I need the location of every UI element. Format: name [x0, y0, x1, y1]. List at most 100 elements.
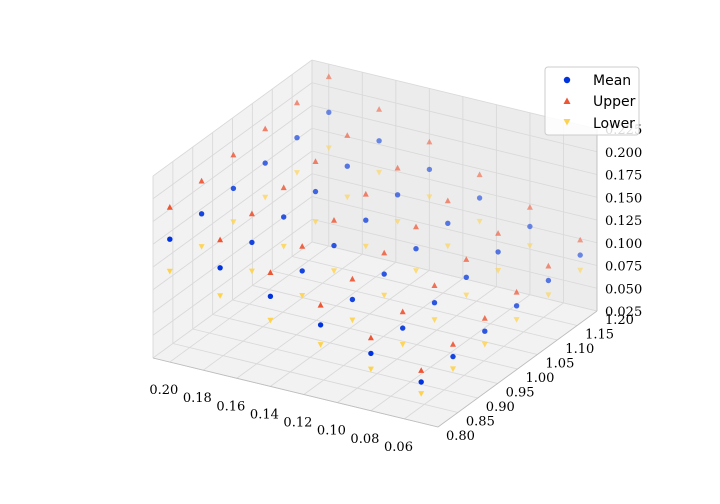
point-upper — [344, 132, 351, 138]
point-lower — [513, 317, 520, 323]
point-mean — [198, 211, 205, 217]
point-mean — [545, 277, 552, 284]
grid-line-z-left — [152, 241, 313, 359]
point-mean — [577, 252, 583, 258]
grid-line-z-back — [311, 127, 598, 198]
point-mean — [326, 109, 332, 116]
y-tick-label: 0.85 — [466, 415, 495, 430]
grid-line-z-back — [311, 241, 598, 312]
grid-line-z-back — [311, 105, 598, 175]
point-upper — [367, 334, 374, 341]
point-lower — [463, 292, 470, 299]
point-lower — [399, 341, 406, 348]
point-upper — [426, 138, 433, 145]
point-upper — [376, 106, 383, 112]
grid-line-z-left — [152, 105, 313, 222]
point-upper — [198, 177, 205, 184]
x-tick-label: 0.10 — [317, 424, 346, 439]
legend-label-mean: Mean — [593, 73, 631, 89]
z-tick-label: 0.200 — [605, 146, 642, 161]
point-lower — [431, 317, 438, 323]
point-mean — [426, 166, 433, 173]
z-tick-label: 0.150 — [605, 191, 642, 206]
legend-marker-upper — [563, 97, 571, 104]
grid-line-z-back — [311, 150, 598, 221]
point-upper — [399, 308, 406, 315]
point-lower — [376, 169, 383, 176]
legend: Mean Upper Lower — [544, 66, 640, 136]
point-mean — [363, 217, 369, 223]
point-upper — [248, 210, 255, 217]
point-lower — [325, 145, 332, 152]
point-mean — [495, 249, 501, 255]
legend-marker-lower — [563, 119, 571, 126]
x-tick-label: 0.14 — [250, 407, 279, 422]
point-mean — [482, 328, 488, 334]
grid-line-y-floor — [192, 328, 478, 399]
point-upper — [325, 73, 332, 80]
z-tick-label: 0.050 — [605, 282, 642, 297]
point-mean — [230, 185, 237, 192]
grid-line-z-back — [311, 196, 598, 266]
point-mean — [463, 274, 469, 280]
point-upper — [299, 243, 306, 249]
point-upper — [476, 171, 483, 178]
point-lower — [230, 219, 237, 226]
x-tick-label: 0.18 — [183, 391, 212, 406]
point-lower — [367, 366, 374, 373]
grid-line-z-left — [152, 150, 313, 268]
z-tick-label: 0.125 — [605, 214, 642, 229]
point-lower — [344, 194, 351, 201]
point-lower — [317, 342, 324, 348]
grid-line-y-floor — [252, 285, 538, 355]
point-upper — [463, 256, 470, 262]
point-lower — [577, 267, 584, 274]
grid-line-z-back — [311, 218, 598, 289]
point-upper — [513, 288, 520, 295]
legend-label-upper: Upper — [593, 94, 636, 110]
point-upper — [317, 301, 324, 308]
point-mean — [381, 271, 387, 277]
point-mean — [450, 353, 456, 360]
point-lower — [299, 293, 306, 299]
point-lower — [450, 366, 456, 373]
y-tick-label: 0.90 — [486, 400, 515, 415]
point-lower — [248, 268, 255, 275]
grid-line-y-floor — [232, 299, 518, 370]
point-lower — [217, 293, 224, 299]
point-mean — [376, 138, 382, 144]
axes-grid — [152, 59, 598, 428]
point-upper — [331, 217, 337, 223]
point-lower — [294, 170, 300, 176]
point-lower — [262, 194, 269, 201]
point-lower — [198, 244, 205, 250]
z-tick-label: 0.175 — [605, 169, 642, 184]
x-tick-label: 0.12 — [283, 416, 312, 431]
point-upper — [312, 158, 319, 164]
legend-label-lower: Lower — [593, 116, 635, 132]
point-lower — [362, 243, 369, 250]
point-upper — [545, 262, 552, 269]
point-mean — [368, 350, 374, 357]
point-lower — [545, 292, 552, 299]
point-upper — [262, 125, 269, 132]
point-lower — [166, 268, 173, 275]
point-upper — [394, 164, 401, 171]
point-mean — [331, 242, 337, 249]
point-mean — [527, 223, 533, 230]
grid-line-z-back — [311, 82, 598, 153]
grid-line-y-floor — [272, 270, 558, 341]
point-mean — [418, 379, 424, 385]
point-upper — [413, 223, 419, 230]
point-lower — [476, 218, 483, 225]
point-lower — [381, 292, 388, 299]
point-upper — [418, 367, 425, 373]
y-tick-label: 1.10 — [565, 342, 594, 357]
grid-line-z-left — [152, 218, 313, 336]
z-tick-label: 0.025 — [605, 305, 642, 320]
point-lower — [349, 317, 356, 324]
grid-line-y-floor — [292, 256, 578, 326]
point-upper — [280, 184, 287, 191]
point-lower — [426, 194, 433, 201]
